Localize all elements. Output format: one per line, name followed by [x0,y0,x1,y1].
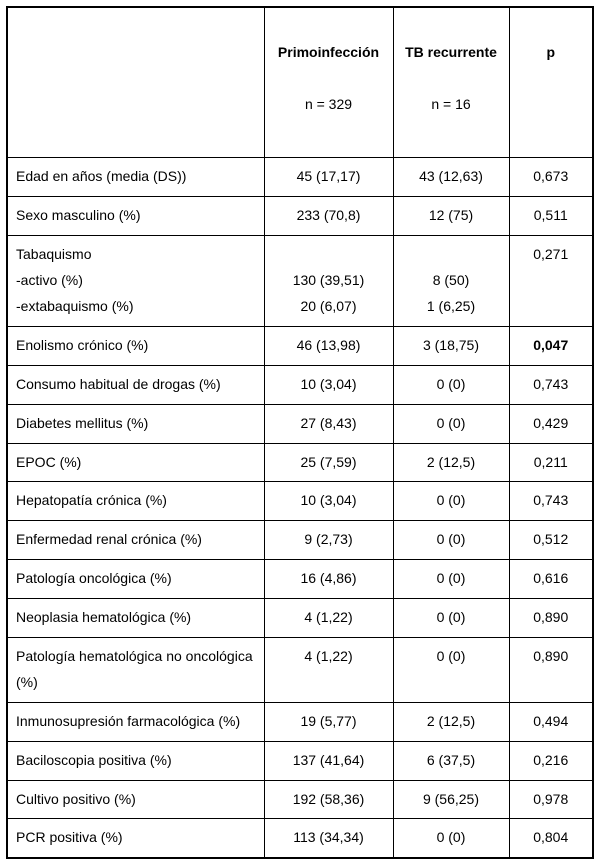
row-label: EPOC (%) [6,442,265,483]
row-label: Hepatopatía crónica (%) [6,481,265,522]
recurrente-value: 3 (18,75) [392,325,510,366]
primo-value: 46 (13,98) [263,325,394,366]
table-row-hematologica-no-oncologica: Patología hematológica no oncológica (%)… [6,637,594,703]
p-value: 0,890 [508,598,594,639]
primo-value: 130 (39,51) 20 (6,07) [263,235,394,327]
table-row-inmunosupresion: Inmunosupresión farmacológica (%) 19 (5,… [6,701,594,742]
table-row-cultivo: Cultivo positivo (%) 192 (58,36) 9 (56,2… [6,779,594,820]
recurrente-value: 0 (0) [392,364,510,405]
p-value: 0,616 [508,559,594,600]
row-label: Edad en años (media (DS)) [6,157,265,198]
row-label: Patología hematológica no oncológica (%) [6,637,265,703]
p-value: 0,271 [508,235,594,327]
recurrente-value: 2 (12,5) [392,442,510,483]
recurrente-value: 0 (0) [392,637,510,703]
header-row: Primoinfección n = 329 TB recurrente n =… [6,6,594,159]
table-row-tabaquismo: Tabaquismo -activo (%) -extabaquismo (%)… [6,235,594,327]
p-value: 0,211 [508,442,594,483]
table-row-pcr: PCR positiva (%) 113 (34,34) 0 (0) 0,804 [6,818,594,859]
primo-value: 4 (1,22) [263,598,394,639]
p-value: 0,216 [508,740,594,781]
p-value: 0,673 [508,157,594,198]
p-value: 0,743 [508,481,594,522]
recurrente-value: 0 (0) [392,403,510,444]
primo-value: 45 (17,17) [263,157,394,198]
primo-value: 233 (70,8) [263,196,394,237]
column-header-p: p [508,6,594,159]
p-value: 0,890 [508,637,594,703]
empty-header-cell [6,6,265,159]
recurrente-value: 12 (75) [392,196,510,237]
recurrente-value: 0 (0) [392,598,510,639]
primoinfeccion-title: Primoinfección [277,43,380,60]
p-value: 0,511 [508,196,594,237]
recurrente-value: 2 (12,5) [392,701,510,742]
p-value: 0,429 [508,403,594,444]
table-row-epoc: EPOC (%) 25 (7,59) 2 (12,5) 0,211 [6,442,594,483]
tb-recurrente-title: TB recurrente [405,43,497,60]
primo-value: 192 (58,36) [263,779,394,820]
p-value: 0,494 [508,701,594,742]
table-row-sexo: Sexo masculino (%) 233 (70,8) 12 (75) 0,… [6,196,594,237]
row-label: Cultivo positivo (%) [6,779,265,820]
table-row-edad: Edad en años (media (DS)) 45 (17,17) 43 … [6,157,594,198]
row-label: Enfermedad renal crónica (%) [6,520,265,561]
recurrente-value: 8 (50) 1 (6,25) [392,235,510,327]
table-row-oncologica: Patología oncológica (%) 16 (4,86) 0 (0)… [6,559,594,600]
table-row-baciloscopia: Baciloscopia positiva (%) 137 (41,64) 6 … [6,740,594,781]
table-row-hepatopatia: Hepatopatía crónica (%) 10 (3,04) 0 (0) … [6,481,594,522]
p-value: 0,512 [508,520,594,561]
primo-value: 16 (4,86) [263,559,394,600]
recurrente-value: 6 (37,5) [392,740,510,781]
row-label: Patología oncológica (%) [6,559,265,600]
column-header-primoinfeccion: Primoinfección n = 329 [263,6,394,159]
primo-value: 137 (41,64) [263,740,394,781]
primo-value: 19 (5,77) [263,701,394,742]
table-row-renal: Enfermedad renal crónica (%) 9 (2,73) 0 … [6,520,594,561]
row-label: Inmunosupresión farmacológica (%) [6,701,265,742]
table-row-enolismo: Enolismo crónico (%) 46 (13,98) 3 (18,75… [6,325,594,366]
recurrente-value: 0 (0) [392,520,510,561]
row-label: PCR positiva (%) [6,818,265,859]
row-label: Sexo masculino (%) [6,196,265,237]
recurrente-value: 0 (0) [392,559,510,600]
primo-value: 25 (7,59) [263,442,394,483]
row-label: Baciloscopia positiva (%) [6,740,265,781]
recurrente-value: 0 (0) [392,481,510,522]
table-row-diabetes: Diabetes mellitus (%) 27 (8,43) 0 (0) 0,… [6,403,594,444]
primo-value: 9 (2,73) [263,520,394,561]
row-label: Consumo habitual de drogas (%) [6,364,265,405]
row-label: Tabaquismo -activo (%) -extabaquismo (%) [6,235,265,327]
recurrente-value: 0 (0) [392,818,510,859]
p-value: 0,978 [508,779,594,820]
table-row-neoplasia: Neoplasia hematológica (%) 4 (1,22) 0 (0… [6,598,594,639]
row-label: Diabetes mellitus (%) [6,403,265,444]
primo-value: 4 (1,22) [263,637,394,703]
row-label: Neoplasia hematológica (%) [6,598,265,639]
primo-value: 10 (3,04) [263,481,394,522]
p-title: p [546,43,556,60]
primo-value: 10 (3,04) [263,364,394,405]
primo-value: 113 (34,34) [263,818,394,859]
tb-recurrente-n: n = 16 [431,95,471,112]
p-value-significant: 0,047 [508,325,594,366]
p-value: 0,804 [508,818,594,859]
p-value: 0,743 [508,364,594,405]
column-header-tb-recurrente: TB recurrente n = 16 [392,6,510,159]
recurrente-value: 43 (12,63) [392,157,510,198]
row-label: Enolismo crónico (%) [6,325,265,366]
primo-value: 27 (8,43) [263,403,394,444]
primoinfeccion-n: n = 329 [304,95,353,112]
recurrente-value: 9 (56,25) [392,779,510,820]
comparison-table: Primoinfección n = 329 TB recurrente n =… [6,6,594,859]
table-row-drogas: Consumo habitual de drogas (%) 10 (3,04)… [6,364,594,405]
